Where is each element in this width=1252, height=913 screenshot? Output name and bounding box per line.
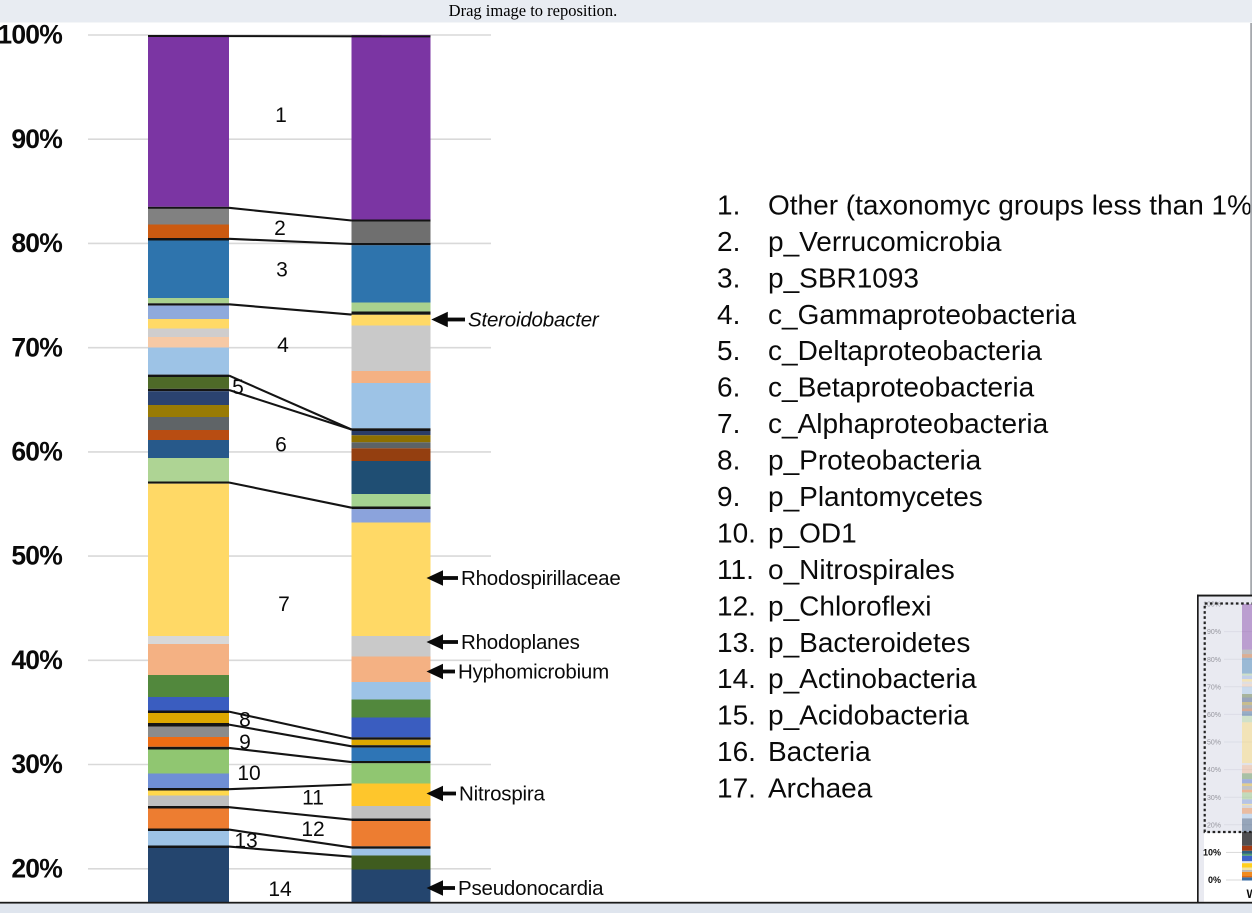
svg-text:14: 14 bbox=[268, 878, 292, 901]
svg-text:80%: 80% bbox=[11, 228, 62, 258]
svg-text:40%: 40% bbox=[11, 645, 62, 675]
svg-text:c_Alphaproteobacteria: c_Alphaproteobacteria bbox=[768, 408, 1049, 439]
svg-text:90%: 90% bbox=[1207, 629, 1221, 636]
svg-text:50%: 50% bbox=[11, 541, 62, 571]
svg-text:0%: 0% bbox=[1208, 875, 1221, 885]
svg-text:4.: 4. bbox=[717, 299, 740, 330]
svg-text:5: 5 bbox=[232, 376, 244, 399]
svg-text:8.: 8. bbox=[717, 445, 740, 476]
svg-text:100%: 100% bbox=[0, 20, 62, 50]
svg-text:12: 12 bbox=[301, 818, 324, 841]
svg-text:12.: 12. bbox=[717, 590, 756, 621]
svg-text:Archaea: Archaea bbox=[768, 773, 873, 804]
svg-text:2: 2 bbox=[274, 217, 286, 240]
svg-text:60%: 60% bbox=[11, 437, 62, 467]
svg-text:o_Nitrospirales: o_Nitrospirales bbox=[768, 554, 955, 585]
svg-text:c_Betaproteobacteria: c_Betaproteobacteria bbox=[768, 372, 1035, 403]
svg-text:60%: 60% bbox=[1207, 712, 1221, 719]
svg-text:1.: 1. bbox=[717, 189, 740, 220]
svg-text:7.: 7. bbox=[717, 408, 740, 439]
svg-text:Drag image to reposition.: Drag image to reposition. bbox=[449, 1, 618, 20]
svg-text:11.: 11. bbox=[717, 554, 754, 585]
svg-text:40%: 40% bbox=[1207, 767, 1221, 774]
svg-text:9.: 9. bbox=[717, 481, 740, 512]
svg-text:70%: 70% bbox=[1207, 684, 1221, 691]
svg-text:p_Chloroflexi: p_Chloroflexi bbox=[768, 590, 931, 621]
svg-text:c_Gammaproteobacteria: c_Gammaproteobacteria bbox=[768, 299, 1077, 330]
svg-text:90%: 90% bbox=[11, 124, 62, 154]
svg-text:14.: 14. bbox=[717, 663, 756, 694]
svg-text:p_Bacteroidetes: p_Bacteroidetes bbox=[768, 627, 970, 658]
svg-text:8: 8 bbox=[239, 709, 251, 732]
svg-text:p_Plantomycetes: p_Plantomycetes bbox=[768, 481, 983, 512]
svg-text:10: 10 bbox=[237, 762, 260, 785]
svg-text:p_Verrucomicrobia: p_Verrucomicrobia bbox=[768, 226, 1002, 257]
svg-text:Nitrospira: Nitrospira bbox=[459, 783, 546, 806]
svg-text:c_Deltaproteobacteria: c_Deltaproteobacteria bbox=[768, 335, 1042, 366]
svg-text:13.: 13. bbox=[717, 627, 756, 658]
svg-text:7: 7 bbox=[278, 593, 290, 616]
svg-text:Other (taxonomyc groups less t: Other (taxonomyc groups less than 1%) bbox=[768, 189, 1252, 220]
svg-text:3.: 3. bbox=[717, 262, 740, 293]
svg-text:p_Actinobacteria: p_Actinobacteria bbox=[768, 663, 977, 694]
svg-text:Rhodoplanes: Rhodoplanes bbox=[461, 631, 580, 654]
svg-text:1: 1 bbox=[275, 104, 287, 127]
svg-text:Rhodospirillaceae: Rhodospirillaceae bbox=[461, 567, 621, 590]
svg-text:10.: 10. bbox=[717, 518, 756, 549]
svg-text:6: 6 bbox=[275, 434, 287, 457]
svg-text:9: 9 bbox=[239, 731, 251, 754]
svg-text:3: 3 bbox=[276, 259, 288, 282]
svg-text:2.: 2. bbox=[717, 226, 740, 257]
svg-text:10%: 10% bbox=[1203, 848, 1221, 858]
svg-text:100%: 100% bbox=[1203, 602, 1221, 609]
svg-text:70%: 70% bbox=[11, 332, 62, 362]
svg-text:30%: 30% bbox=[11, 749, 62, 779]
svg-text:15.: 15. bbox=[717, 700, 756, 731]
svg-text:Steroidobacter: Steroidobacter bbox=[468, 309, 600, 332]
svg-text:W: W bbox=[1247, 889, 1252, 901]
svg-text:20%: 20% bbox=[1207, 822, 1221, 829]
svg-text:Hyphomicrobium: Hyphomicrobium bbox=[458, 661, 609, 684]
svg-text:17.: 17. bbox=[717, 773, 756, 804]
svg-text:80%: 80% bbox=[1207, 657, 1221, 664]
svg-text:p_OD1: p_OD1 bbox=[768, 518, 857, 549]
svg-text:20%: 20% bbox=[11, 853, 62, 883]
svg-text:16.: 16. bbox=[717, 736, 756, 767]
svg-text:Bacteria: Bacteria bbox=[768, 736, 871, 767]
svg-text:4: 4 bbox=[277, 334, 289, 357]
svg-text:11: 11 bbox=[302, 787, 324, 810]
svg-text:p_SBR1093: p_SBR1093 bbox=[768, 262, 919, 293]
svg-text:p_Acidobacteria: p_Acidobacteria bbox=[768, 700, 969, 731]
svg-text:5.: 5. bbox=[717, 335, 740, 366]
svg-text:50%: 50% bbox=[1207, 740, 1221, 747]
svg-text:Pseudonocardia: Pseudonocardia bbox=[458, 877, 604, 900]
svg-text:6.: 6. bbox=[717, 372, 740, 403]
svg-text:p_Proteobacteria: p_Proteobacteria bbox=[768, 445, 982, 476]
svg-text:30%: 30% bbox=[1207, 795, 1221, 802]
svg-text:13: 13 bbox=[234, 830, 257, 853]
